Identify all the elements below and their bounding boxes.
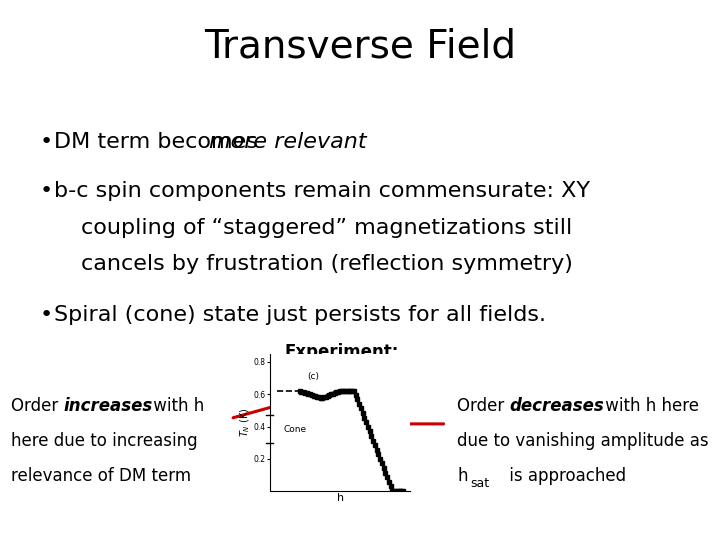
Text: •: • <box>40 305 53 325</box>
Text: Experiment:: Experiment: <box>284 343 399 361</box>
Text: more relevant: more relevant <box>209 132 366 152</box>
Text: •: • <box>40 181 53 201</box>
Text: relevance of DM term: relevance of DM term <box>11 467 191 485</box>
Text: cancels by frustration (reflection symmetry): cancels by frustration (reflection symme… <box>81 254 573 274</box>
Y-axis label: $T_N$ (K): $T_N$ (K) <box>239 408 252 437</box>
Text: here due to increasing: here due to increasing <box>11 432 197 450</box>
Text: DM term becomes: DM term becomes <box>54 132 265 152</box>
Text: Order: Order <box>457 397 510 415</box>
Text: Cone: Cone <box>283 426 307 434</box>
Text: Transverse Field: Transverse Field <box>204 27 516 65</box>
Text: increases: increases <box>63 397 153 415</box>
Text: due to vanishing amplitude as: due to vanishing amplitude as <box>457 432 708 450</box>
Text: h: h <box>457 467 468 485</box>
Text: •: • <box>40 132 53 152</box>
X-axis label: h: h <box>337 493 343 503</box>
Text: decreases: decreases <box>510 397 605 415</box>
Text: is approached: is approached <box>504 467 626 485</box>
Text: coupling of “staggered” magnetizations still: coupling of “staggered” magnetizations s… <box>81 218 572 238</box>
Text: b-c spin components remain commensurate: XY: b-c spin components remain commensurate:… <box>54 181 590 201</box>
Text: Spiral (cone) state just persists for all fields.: Spiral (cone) state just persists for al… <box>54 305 546 325</box>
Text: with h here: with h here <box>600 397 698 415</box>
Text: with h: with h <box>148 397 204 415</box>
Text: Order: Order <box>11 397 63 415</box>
Text: sat: sat <box>470 477 490 490</box>
Text: (c): (c) <box>307 372 319 381</box>
